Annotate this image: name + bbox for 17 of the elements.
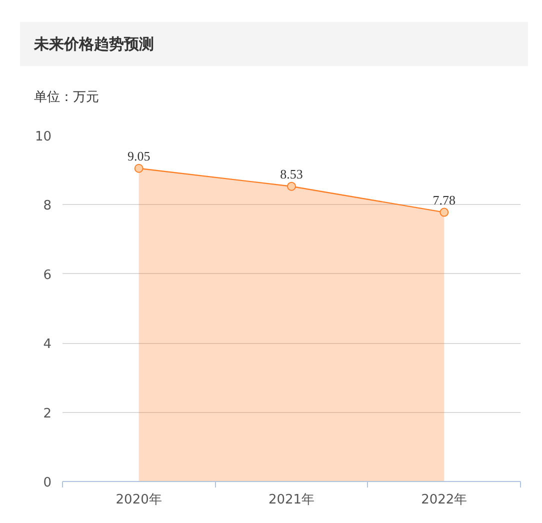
- x-tick-label: 2021年: [268, 492, 315, 508]
- data-label: 7.78: [432, 192, 456, 208]
- chart-title: 未来价格趋势预测: [34, 34, 154, 55]
- data-label: 8.53: [280, 166, 303, 182]
- y-tick-label: 6: [43, 268, 52, 283]
- x-tick-label: 2022年: [421, 492, 468, 508]
- chart-subtitle: 单位：万元: [34, 89, 99, 107]
- point: [440, 208, 449, 217]
- y-tick-label: 8: [43, 198, 52, 214]
- y-tick-label: 10: [34, 130, 52, 144]
- x-tick-label: 2020年: [116, 492, 162, 508]
- point: [287, 182, 296, 191]
- data-label: 9.05: [127, 148, 150, 164]
- y-tick-label: 0: [43, 476, 52, 490]
- point: [134, 164, 144, 173]
- y-tick-label: 4: [43, 337, 52, 352]
- y-tick-label: 2: [43, 406, 52, 422]
